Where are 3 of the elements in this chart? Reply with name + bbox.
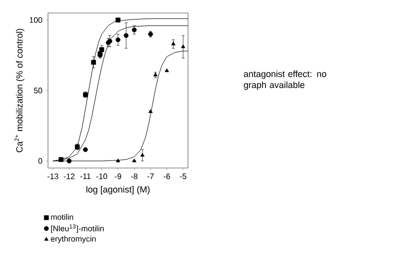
y-axis-title: Ca$^{2+}$ mobilization (% of control)	[14, 28, 24, 152]
text: antagonist effect: no graph available	[244, 70, 326, 90]
x-axis-title: log [agonist] (M)	[86, 186, 150, 194]
